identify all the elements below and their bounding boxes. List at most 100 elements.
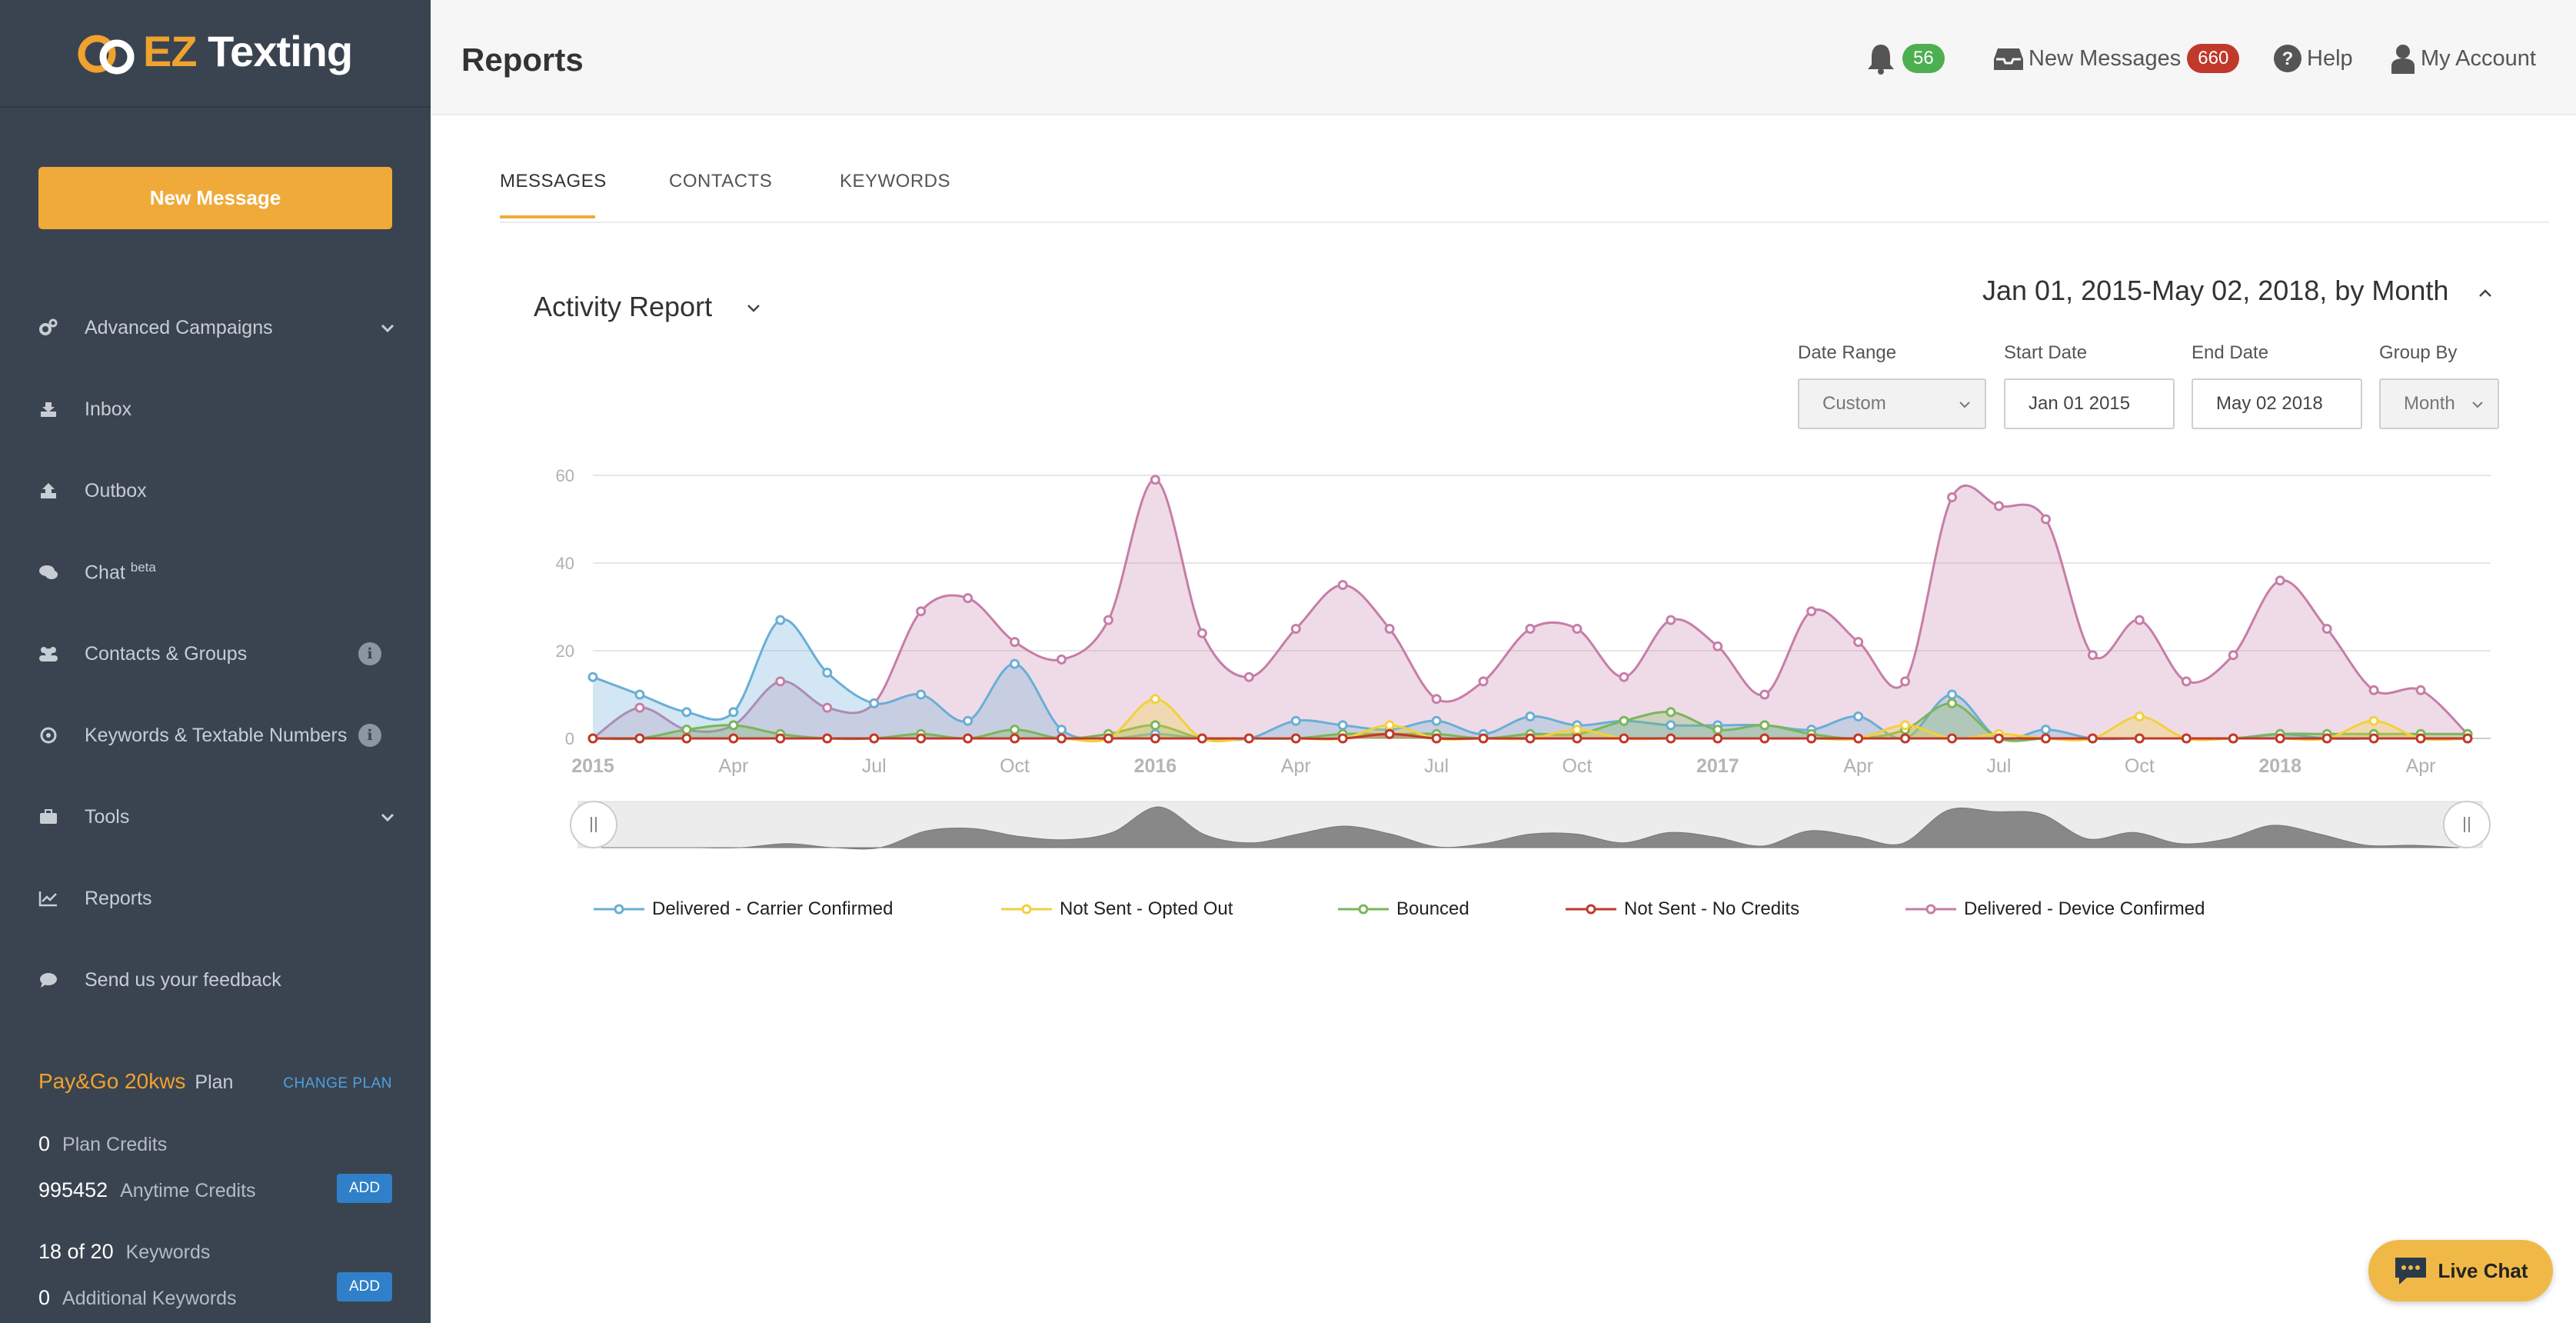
data-point bbox=[1057, 654, 1067, 665]
new-messages-badge: 660 bbox=[2187, 44, 2240, 73]
data-point bbox=[1712, 725, 1723, 735]
info-icon[interactable]: i bbox=[358, 642, 381, 665]
new-message-button[interactable]: New Message bbox=[38, 167, 392, 229]
tab-contacts[interactable]: CONTACTS bbox=[669, 171, 773, 192]
data-point bbox=[1853, 637, 1864, 648]
add-keywords-button[interactable]: ADD bbox=[337, 1272, 392, 1301]
change-plan-link[interactable]: CHANGE PLAN bbox=[283, 1075, 392, 1091]
data-point bbox=[728, 733, 739, 744]
data-point bbox=[1525, 624, 1536, 634]
sidebar-item-feedback[interactable]: Send us your feedback bbox=[0, 957, 431, 1003]
my-account-label: My Account bbox=[2421, 45, 2536, 71]
data-point bbox=[1010, 637, 1020, 648]
data-point bbox=[1619, 671, 1629, 682]
legend-item-no-credits[interactable]: Not Sent - No Credits bbox=[1566, 895, 1799, 923]
tab-messages[interactable]: MESSAGES bbox=[500, 171, 607, 192]
data-point bbox=[1853, 711, 1864, 721]
data-point bbox=[1853, 733, 1864, 744]
data-point bbox=[1478, 676, 1489, 687]
new-messages-label: New Messages bbox=[2029, 45, 2182, 71]
my-account-button[interactable]: My Account bbox=[2390, 40, 2536, 77]
data-point bbox=[1290, 624, 1301, 634]
sidebar-item-outbox[interactable]: Outbox bbox=[0, 468, 431, 514]
sidebar-item-label: Chat beta bbox=[85, 560, 156, 584]
data-point bbox=[1947, 492, 1958, 502]
data-point bbox=[1243, 671, 1254, 682]
add-credits-button[interactable]: ADD bbox=[337, 1174, 392, 1203]
new-messages-button[interactable]: New Messages 660 bbox=[1993, 40, 2240, 77]
data-point bbox=[775, 676, 786, 687]
sidebar-item-tools[interactable]: Tools bbox=[0, 794, 431, 840]
data-point bbox=[634, 689, 645, 700]
data-point bbox=[728, 720, 739, 731]
sidebar-item-advanced-campaigns[interactable]: Advanced Campaigns bbox=[0, 305, 431, 351]
data-point bbox=[634, 733, 645, 744]
legend-marker bbox=[1566, 904, 1616, 915]
active-tab-indicator bbox=[500, 215, 595, 218]
live-chat-label: Live Chat bbox=[2438, 1258, 2528, 1282]
data-point bbox=[2275, 575, 2285, 586]
start-date-input[interactable]: Jan 01 2015 bbox=[2004, 378, 2175, 429]
legend-label: Not Sent - Opted Out bbox=[1060, 898, 1233, 919]
additional-keywords-row: 0 Additional Keywords ADD bbox=[38, 1272, 392, 1317]
legend-item-carrier-confirmed[interactable]: Delivered - Carrier Confirmed bbox=[594, 895, 893, 923]
data-point bbox=[2321, 733, 2332, 744]
comment-icon bbox=[37, 968, 60, 991]
chevron-down-icon bbox=[1959, 402, 1970, 408]
inbox-tray-icon bbox=[1994, 48, 2023, 70]
sidebar-item-reports[interactable]: Reports bbox=[0, 875, 431, 921]
report-tabs: MESSAGES CONTACTS KEYWORDS bbox=[500, 146, 2549, 223]
notifications-button[interactable]: 56 bbox=[1865, 40, 1945, 77]
data-point bbox=[634, 702, 645, 713]
logo[interactable]: EZ Texting bbox=[0, 0, 431, 108]
group-by-select[interactable]: Month bbox=[2379, 378, 2499, 429]
help-button[interactable]: ? Help bbox=[2273, 40, 2353, 77]
chevron-down-icon[interactable] bbox=[743, 297, 764, 318]
data-point bbox=[916, 606, 927, 617]
outbox-upload-icon bbox=[37, 479, 60, 502]
user-icon bbox=[2391, 45, 2415, 74]
anytime-credits-row: 995452 Anytime Credits ADD bbox=[38, 1174, 392, 1209]
data-point bbox=[916, 689, 927, 700]
live-chat-button[interactable]: Live Chat bbox=[2368, 1240, 2553, 1301]
svg-text:?: ? bbox=[2282, 48, 2294, 69]
data-point bbox=[1196, 733, 1207, 744]
data-point bbox=[2040, 733, 2051, 744]
end-date-label: End Date bbox=[2192, 342, 2269, 363]
data-point bbox=[1478, 733, 1489, 744]
date-range-summary[interactable]: Jan 01, 2015-May 02, 2018, by Month bbox=[1982, 275, 2449, 306]
sidebar-item-inbox[interactable]: Inbox bbox=[0, 386, 431, 432]
legend-item-opted-out[interactable]: Not Sent - Opted Out bbox=[1001, 895, 1233, 923]
data-point bbox=[2181, 676, 2192, 687]
info-icon[interactable]: i bbox=[358, 724, 381, 747]
data-point bbox=[1947, 698, 1958, 708]
sidebar-item-contacts-groups[interactable]: Contacts & Groups i bbox=[0, 631, 431, 677]
sidebar-item-keywords[interactable]: Keywords & Textable Numbers i bbox=[0, 712, 431, 758]
date-range-select[interactable]: Custom bbox=[1798, 378, 1986, 429]
y-tick-label: 0 bbox=[565, 729, 574, 748]
group-by-label: Group By bbox=[2379, 342, 2458, 363]
series-area bbox=[593, 479, 2468, 738]
data-point bbox=[1806, 733, 1817, 744]
legend-item-bounced[interactable]: Bounced bbox=[1338, 895, 1469, 923]
chevron-up-icon[interactable] bbox=[2474, 283, 2496, 305]
x-tick-label: Jul bbox=[1424, 755, 1449, 777]
data-point bbox=[2134, 733, 2145, 744]
data-point bbox=[2087, 650, 2098, 661]
data-point bbox=[2368, 733, 2379, 744]
data-point bbox=[1666, 720, 1676, 731]
data-point bbox=[1900, 720, 1911, 731]
data-point bbox=[2368, 685, 2379, 695]
tab-keywords[interactable]: KEYWORDS bbox=[840, 171, 951, 192]
data-point bbox=[963, 715, 973, 726]
sidebar-item-chat[interactable]: Chat beta bbox=[0, 549, 431, 595]
report-type-selector[interactable]: Activity Report bbox=[534, 291, 713, 322]
data-point bbox=[2415, 685, 2426, 695]
data-point bbox=[2228, 733, 2238, 744]
data-point bbox=[1759, 720, 1770, 731]
data-point bbox=[681, 707, 692, 718]
legend-item-device-confirmed[interactable]: Delivered - Device Confirmed bbox=[1905, 895, 2205, 923]
sidebar-item-label: Advanced Campaigns bbox=[85, 316, 273, 338]
plan-name: Pay&Go 20kws Plan bbox=[38, 1069, 234, 1093]
end-date-input[interactable]: May 02 2018 bbox=[2192, 378, 2362, 429]
